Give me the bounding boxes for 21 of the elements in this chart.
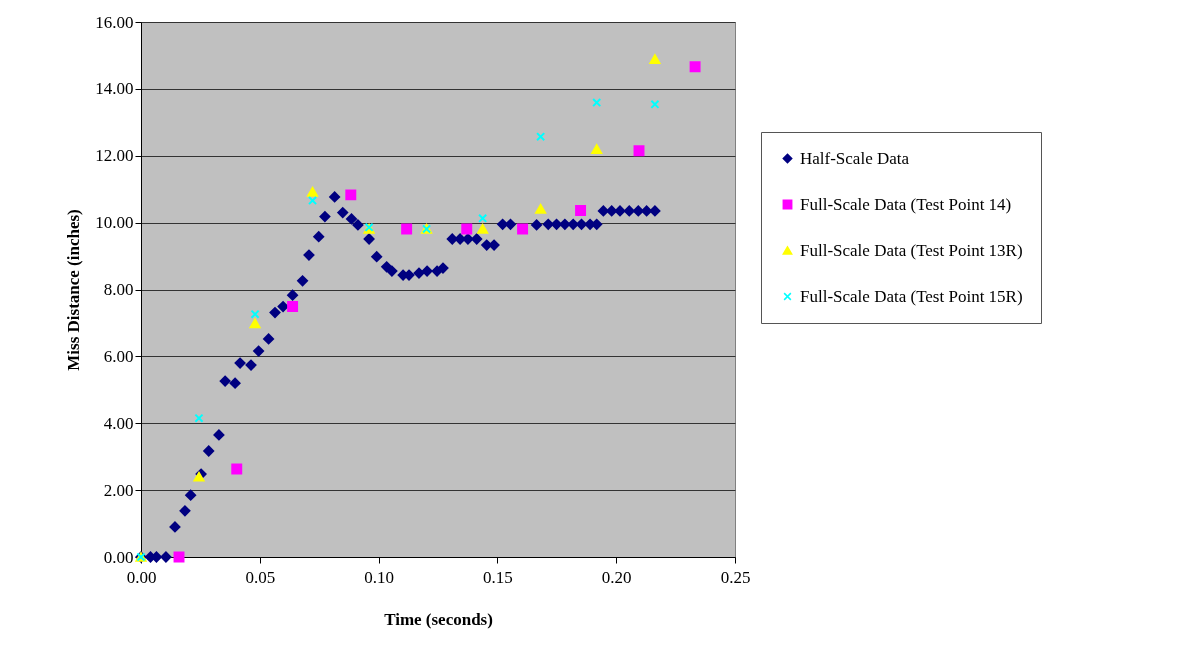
y-tick-label: 12.00 xyxy=(95,146,134,166)
x-tick-label: 0.15 xyxy=(483,567,513,587)
x-tick-label: 0.25 xyxy=(720,567,751,587)
legend-label: Full-Scale Data (Test Point 13R) xyxy=(800,240,1023,260)
y-tick-label: 16.00 xyxy=(95,12,134,32)
x-axis-title: Time (seconds) xyxy=(384,609,493,629)
legend-label: Half-Scale Data xyxy=(800,148,910,168)
x-tick-label: 0.05 xyxy=(245,567,276,587)
x-tick-label: 0.00 xyxy=(126,567,157,587)
y-tick-label: 0.00 xyxy=(103,547,134,567)
legend-label: Full-Scale Data (Test Point 14) xyxy=(800,194,1012,214)
x-tick-label: 0.20 xyxy=(601,567,632,587)
y-tick-label: 4.00 xyxy=(103,413,134,433)
y-axis-title: Miss Distance (inches) xyxy=(64,209,84,371)
y-tick-label: 14.00 xyxy=(95,79,134,99)
x-tick-label: 0.10 xyxy=(364,567,394,587)
legend-label: Full-Scale Data (Test Point 15R) xyxy=(800,286,1023,306)
y-tick-label: 8.00 xyxy=(103,280,134,299)
y-tick-label: 10.00 xyxy=(95,213,134,233)
y-tick-label: 6.00 xyxy=(103,346,134,366)
y-tick-label: 2.00 xyxy=(103,480,134,500)
